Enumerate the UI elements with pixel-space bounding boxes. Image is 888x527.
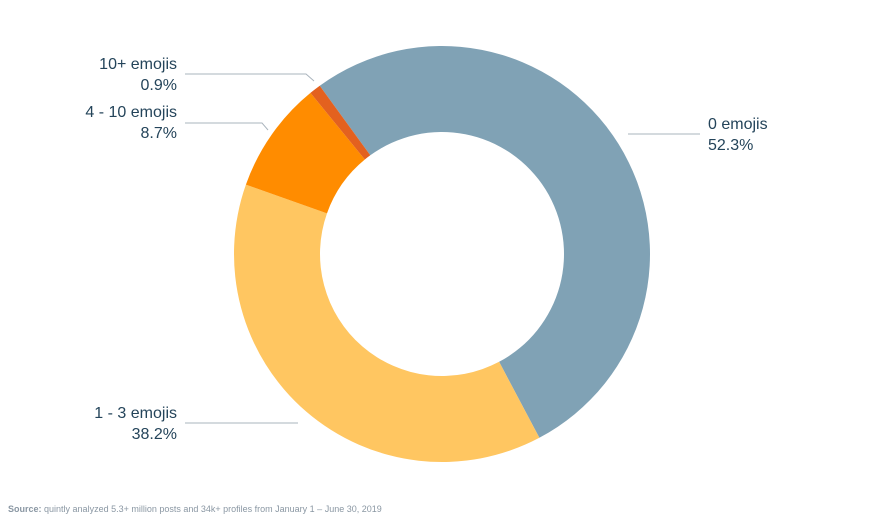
slice-label: 1 - 3 emojis: [94, 405, 177, 422]
slice-value-label: 38.2%: [132, 426, 177, 443]
slice-label: 10+ emojis: [99, 56, 177, 73]
leader-line: [185, 122, 269, 131]
slice-value-label: 8.7%: [141, 125, 177, 142]
source-label: Source:: [8, 504, 42, 514]
donut-slice: [319, 46, 650, 438]
source: Source: quintly analyzed 5.3+ million po…: [8, 504, 382, 514]
leader-line: [185, 73, 315, 82]
slice-label: 0 emojis: [708, 116, 768, 133]
source-text: quintly analyzed 5.3+ million posts and …: [44, 504, 382, 514]
slice-label: 4 - 10 emojis: [85, 104, 177, 121]
slice-value-label: 52.3%: [708, 137, 753, 154]
donut-slice: [233, 184, 540, 463]
slice-value-label: 0.9%: [141, 77, 177, 94]
donut-slice: [310, 85, 371, 160]
donut-slice: [245, 92, 365, 214]
